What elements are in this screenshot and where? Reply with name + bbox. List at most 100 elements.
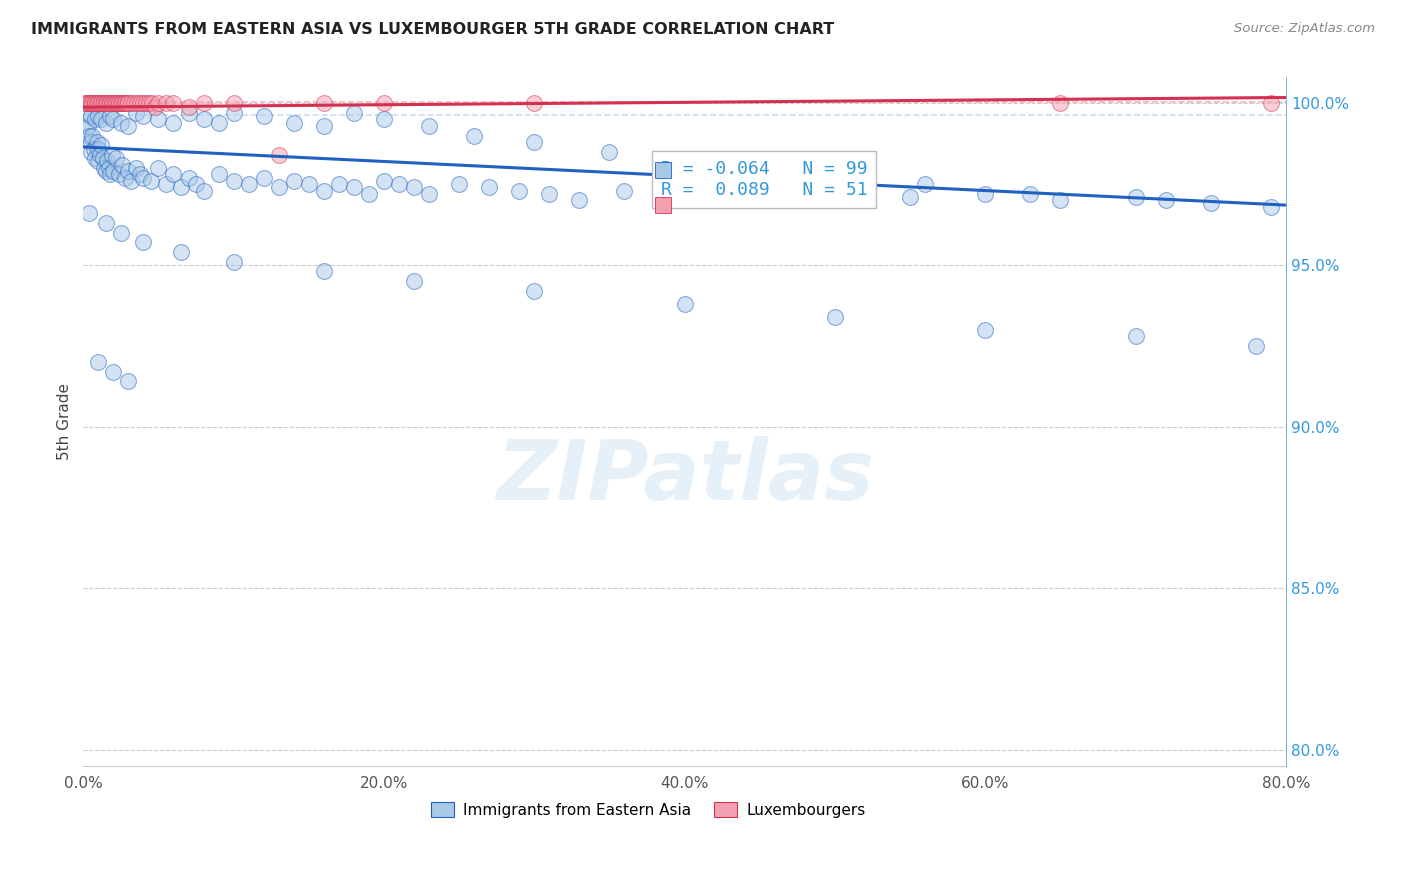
Point (373, 96, 395, 111)
Point (79, 128, 101, 143)
Point (108, 96, 131, 111)
Point (508, 184, 530, 198)
Point (193, 96, 215, 111)
Point (84, 96, 107, 111)
Point (222, 174, 245, 188)
Point (125, 106, 148, 120)
Point (114, 170, 136, 185)
Point (110, 96, 132, 111)
Point (598, 145, 620, 159)
Point (388, 177, 411, 191)
Text: R = -0.064   N = 99
R =  0.089   N = 51: R = -0.064 N = 99 R = 0.089 N = 51 (661, 160, 868, 199)
Point (120, 174, 142, 188)
Point (763, 186, 786, 201)
Point (82, 96, 104, 111)
Point (162, 96, 184, 111)
Point (613, 184, 636, 198)
Point (117, 119, 139, 133)
Point (974, 186, 997, 201)
Point (80, 109, 103, 123)
Point (703, 194, 725, 208)
Point (1019, 186, 1042, 201)
Point (267, 148, 290, 162)
Point (84, 112, 107, 127)
Point (312, 184, 335, 198)
Point (79, 206, 101, 220)
Point (283, 174, 305, 188)
Point (117, 164, 139, 178)
Point (124, 96, 146, 111)
Point (1049, 194, 1071, 208)
Point (98, 96, 121, 111)
Point (162, 168, 184, 182)
Point (86, 96, 108, 111)
Point (523, 96, 546, 111)
Point (793, 168, 815, 182)
Point (222, 254, 245, 268)
Point (689, 154, 711, 169)
Point (824, 310, 846, 324)
Point (75, 122, 97, 136)
Point (402, 274, 425, 288)
Point (538, 186, 561, 201)
Point (162, 116, 184, 130)
Point (76, 96, 98, 111)
Point (145, 99, 167, 113)
Point (1125, 190, 1147, 204)
Point (105, 151, 128, 165)
Point (83, 142, 105, 156)
Point (96, 96, 118, 111)
Point (523, 135, 546, 149)
Point (103, 164, 125, 178)
Point (298, 177, 321, 191)
Point (83, 96, 105, 111)
Point (177, 170, 200, 185)
Point (87, 142, 110, 156)
Point (170, 180, 193, 194)
Point (155, 177, 177, 191)
Text: Source: ZipAtlas.com: Source: ZipAtlas.com (1234, 22, 1375, 36)
Point (253, 170, 276, 185)
Point (673, 296, 696, 310)
Legend: Immigrants from Eastern Asia, Luxembourgers: Immigrants from Eastern Asia, Luxembourg… (425, 796, 872, 823)
Text: IMMIGRANTS FROM EASTERN ASIA VS LUXEMBOURGER 5TH GRADE CORRELATION CHART: IMMIGRANTS FROM EASTERN ASIA VS LUXEMBOU… (31, 22, 834, 37)
Point (110, 116, 132, 130)
Point (129, 168, 152, 182)
Point (94, 116, 117, 130)
Point (222, 106, 245, 120)
Point (87, 109, 110, 123)
Point (312, 264, 335, 278)
Point (91, 96, 114, 111)
Point (94, 164, 117, 178)
Point (101, 96, 124, 111)
Point (94, 216, 117, 230)
Point (658, 186, 681, 201)
Point (117, 374, 139, 388)
Point (98, 168, 121, 182)
Point (343, 180, 366, 194)
Point (478, 180, 501, 194)
Point (93, 96, 115, 111)
Point (112, 96, 135, 111)
Point (101, 148, 124, 162)
Point (148, 161, 170, 175)
Point (87, 355, 110, 369)
Point (115, 96, 138, 111)
Point (90, 112, 112, 127)
Point (1199, 196, 1222, 211)
Point (89, 148, 111, 162)
Point (132, 109, 155, 123)
Point (73, 96, 96, 111)
Point (898, 190, 921, 204)
Point (90, 138, 112, 153)
Point (974, 322, 997, 336)
Point (87, 96, 110, 111)
Point (93, 161, 115, 175)
Point (184, 177, 207, 191)
Point (824, 194, 846, 208)
Point (177, 99, 200, 113)
Point (1049, 96, 1071, 111)
Point (177, 106, 200, 120)
Point (120, 96, 142, 111)
Point (98, 109, 121, 123)
